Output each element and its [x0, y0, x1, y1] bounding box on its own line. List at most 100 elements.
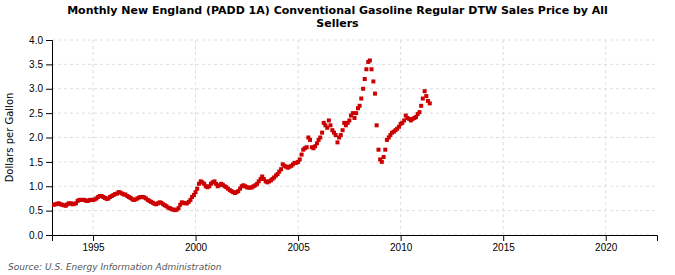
y-tick-label: 4.0: [29, 35, 43, 46]
y-grid-line: [52, 161, 657, 162]
source: Source: U.S. Energy Information Administ…: [8, 262, 222, 272]
point: [363, 77, 367, 81]
point: [177, 206, 181, 210]
y-axis-line: [46, 41, 53, 236]
x-axis: 1995 2000 2005 2010 2015 2020: [53, 235, 658, 253]
x-tick: 2015: [493, 235, 516, 253]
y-tick-mark: [46, 64, 52, 65]
point: [361, 87, 365, 91]
point: [195, 187, 199, 191]
y-tick-mark: [46, 186, 52, 187]
point: [375, 123, 379, 127]
point: [339, 133, 343, 137]
point: [341, 128, 345, 132]
point: [194, 190, 198, 194]
point: [305, 145, 309, 149]
point: [354, 111, 358, 115]
point: [335, 140, 339, 144]
point: [364, 67, 368, 71]
x-tick: 2020: [595, 235, 618, 253]
y-tick-mark: [46, 211, 52, 212]
y-tick: 3.0: [29, 83, 52, 94]
point: [358, 104, 362, 108]
point: [298, 157, 302, 161]
x-tick-mark: [503, 235, 504, 241]
x-tick-mark: [93, 235, 94, 241]
x-tick-label: 2010: [390, 242, 413, 253]
y-tick-label: 3.5: [29, 59, 43, 70]
y-grid-line: [52, 40, 657, 41]
x-tick-label: 2005: [287, 242, 310, 253]
x-tick-mark: [298, 235, 299, 241]
y-tick: 0.5: [29, 205, 52, 216]
point: [308, 138, 312, 142]
y-tick-mark: [46, 162, 52, 163]
point: [418, 110, 422, 114]
point: [318, 136, 322, 140]
x-tick-label: 2020: [595, 242, 618, 253]
y-tick-mark: [46, 89, 52, 90]
point: [315, 141, 319, 145]
y-axis-label: Dollars per Gallon: [4, 93, 15, 183]
point: [428, 101, 432, 105]
title: Monthly New England (PADD 1A) Convention…: [67, 4, 608, 30]
x-tick-mark: [606, 235, 607, 241]
point: [370, 67, 374, 71]
x-grid-line: [93, 40, 94, 235]
plot-area: 1995 2000 2005 2010 2015 2020 0.0 0.5 1.0 1.5 2.0 2…: [29, 35, 657, 253]
x-tick: 2000: [185, 235, 208, 253]
point: [327, 118, 331, 122]
y-tick: 1.0: [29, 181, 52, 192]
point: [334, 133, 338, 137]
grid: [52, 40, 657, 235]
x-tick-label: 2015: [493, 242, 516, 253]
point: [424, 94, 428, 98]
x-tick: 2005: [287, 235, 310, 253]
y-tick-label: 2.0: [29, 132, 43, 143]
y-tick-mark: [46, 138, 52, 139]
x-tick-label: 1995: [82, 242, 105, 253]
y-tick-mark: [46, 40, 52, 41]
chart: 1995 2000 2005 2010 2015 2020 0.0 0.5 1.0 1.5 2.0 2…: [0, 0, 675, 275]
point: [320, 131, 324, 135]
point: [368, 58, 372, 62]
x-tick-label: 2000: [185, 242, 208, 253]
y-tick-label: 2.5: [29, 108, 43, 119]
y-tick-label: 3.0: [29, 83, 43, 94]
point: [329, 123, 333, 127]
x-tick: 2010: [390, 235, 413, 253]
y-tick-label: 1.0: [29, 181, 43, 192]
point: [279, 167, 283, 171]
y-tick-mark: [46, 113, 52, 114]
point: [359, 97, 363, 101]
y-grid-line: [52, 88, 657, 89]
y-tick: 0.0: [29, 230, 52, 241]
point: [383, 148, 387, 152]
y-tick-label: 0.5: [29, 205, 43, 216]
point: [353, 116, 357, 120]
point: [376, 148, 380, 152]
y-grid-line: [52, 210, 657, 211]
y-tick-mark: [46, 235, 52, 236]
point: [347, 118, 351, 122]
x-grid-line: [195, 40, 196, 235]
y-tick: 4.0: [29, 35, 52, 46]
y-tick: 1.5: [29, 157, 52, 168]
point: [300, 153, 304, 157]
y-axis: 0.0 0.5 1.0 1.5 2.0 2.5 3.0 3.5 4.0: [29, 35, 52, 241]
point: [421, 97, 425, 101]
y-tick-label: 1.5: [29, 157, 43, 168]
x-tick-mark: [401, 235, 402, 241]
point: [423, 89, 427, 93]
y-grid-line: [52, 137, 657, 138]
y-tick: 2.0: [29, 132, 52, 143]
x-axis-line: [53, 236, 658, 242]
x-tick-mark: [196, 235, 197, 241]
y-tick: 2.5: [29, 108, 52, 119]
point: [380, 160, 384, 164]
point: [382, 155, 386, 159]
point: [371, 79, 375, 83]
points: [52, 58, 432, 212]
point: [373, 92, 377, 96]
y-tick-label: 0.0: [29, 230, 43, 241]
